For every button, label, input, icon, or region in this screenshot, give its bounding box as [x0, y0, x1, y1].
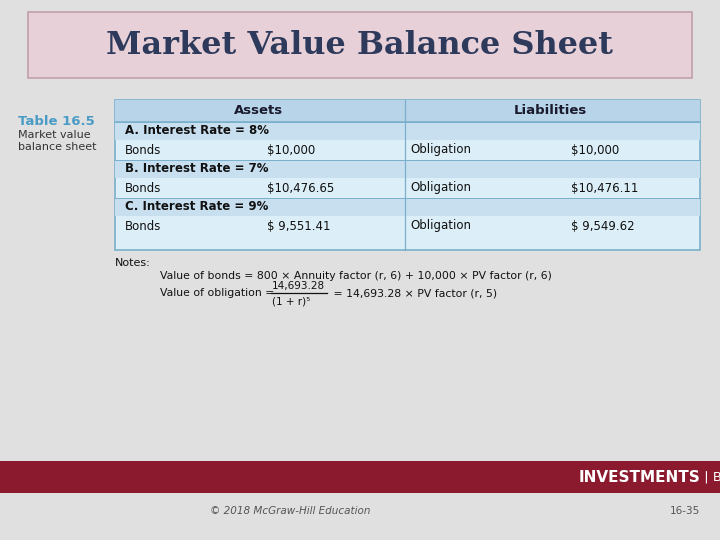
Text: $ 9,549.62: $ 9,549.62 — [571, 219, 635, 233]
FancyBboxPatch shape — [0, 461, 720, 493]
Text: A. Interest Rate = 8%: A. Interest Rate = 8% — [125, 125, 269, 138]
Text: Obligation: Obligation — [410, 219, 472, 233]
Text: © 2018 McGraw-Hill Education: © 2018 McGraw-Hill Education — [210, 506, 370, 516]
FancyBboxPatch shape — [115, 198, 700, 216]
FancyBboxPatch shape — [115, 100, 700, 122]
Text: $10,000: $10,000 — [267, 144, 315, 157]
Text: $10,000: $10,000 — [571, 144, 619, 157]
Text: Bonds: Bonds — [125, 181, 161, 194]
Text: B. Interest Rate = 7%: B. Interest Rate = 7% — [125, 163, 269, 176]
Text: Bonds: Bonds — [125, 219, 161, 233]
FancyBboxPatch shape — [115, 160, 700, 178]
Text: Assets: Assets — [234, 105, 283, 118]
FancyBboxPatch shape — [115, 122, 700, 140]
Text: Value of bonds = 800 × Annuity factor (r, 6) + 10,000 × PV factor (r, 6): Value of bonds = 800 × Annuity factor (r… — [160, 271, 552, 281]
FancyBboxPatch shape — [28, 12, 692, 78]
Text: $10,476.65: $10,476.65 — [267, 181, 334, 194]
Text: Obligation: Obligation — [410, 144, 472, 157]
Text: Market value
balance sheet: Market value balance sheet — [18, 130, 96, 152]
Text: Liabilities: Liabilities — [514, 105, 588, 118]
Text: = 14,693.28 × PV factor (r, 5): = 14,693.28 × PV factor (r, 5) — [330, 288, 497, 298]
Text: $10,476.11: $10,476.11 — [571, 181, 639, 194]
Text: | BODIE, KANE, MARCUS: | BODIE, KANE, MARCUS — [700, 470, 720, 483]
FancyBboxPatch shape — [115, 100, 700, 250]
Text: C. Interest Rate = 9%: C. Interest Rate = 9% — [125, 200, 269, 213]
Text: Market Value Balance Sheet: Market Value Balance Sheet — [107, 30, 613, 60]
Text: Value of obligation =: Value of obligation = — [160, 288, 278, 298]
Text: 14,693.28: 14,693.28 — [272, 281, 325, 291]
Text: Table 16.5: Table 16.5 — [18, 115, 95, 128]
Text: INVESTMENTS: INVESTMENTS — [578, 469, 700, 484]
Text: Notes:: Notes: — [115, 258, 150, 268]
Text: (1 + r)⁵: (1 + r)⁵ — [272, 296, 310, 306]
Text: Obligation: Obligation — [410, 181, 472, 194]
Text: $ 9,551.41: $ 9,551.41 — [267, 219, 330, 233]
Text: 16-35: 16-35 — [670, 506, 700, 516]
Text: Bonds: Bonds — [125, 144, 161, 157]
